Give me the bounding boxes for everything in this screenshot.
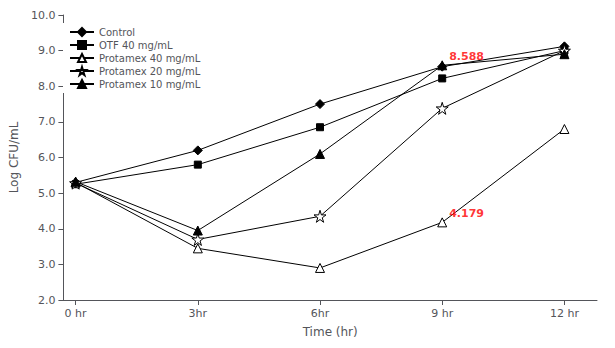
svg-text:2.0: 2.0 — [38, 294, 56, 307]
svg-text:OTF 40 mg/mL: OTF 40 mg/mL — [99, 40, 173, 51]
svg-text:7.0: 7.0 — [38, 115, 56, 128]
svg-text:9 hr: 9 hr — [431, 307, 453, 320]
svg-text:8.588: 8.588 — [449, 50, 484, 63]
svg-text:0 hr: 0 hr — [65, 307, 87, 320]
svg-text:4.179: 4.179 — [449, 207, 484, 220]
svg-text:5.0: 5.0 — [38, 187, 56, 200]
svg-text:6.0: 6.0 — [38, 151, 56, 164]
svg-text:10.0: 10.0 — [31, 9, 56, 22]
svg-text:Protamex 10 mg/mL: Protamex 10 mg/mL — [99, 79, 201, 90]
svg-text:12 hr: 12 hr — [550, 307, 579, 320]
svg-text:Control: Control — [99, 27, 135, 38]
svg-text:4.0: 4.0 — [38, 222, 56, 235]
svg-text:Time (hr): Time (hr) — [302, 325, 358, 339]
svg-text:8.0: 8.0 — [38, 80, 56, 93]
svg-text:Log CFU/mL: Log CFU/mL — [7, 121, 21, 193]
svg-text:6hr: 6hr — [311, 307, 330, 320]
svg-text:3.0: 3.0 — [38, 258, 56, 271]
svg-text:Protamex 20 mg/mL: Protamex 20 mg/mL — [99, 66, 201, 77]
svg-text:Protamex 40 mg/mL: Protamex 40 mg/mL — [99, 53, 201, 64]
svg-text:3hr: 3hr — [189, 307, 208, 320]
svg-text:9.0: 9.0 — [38, 44, 56, 57]
